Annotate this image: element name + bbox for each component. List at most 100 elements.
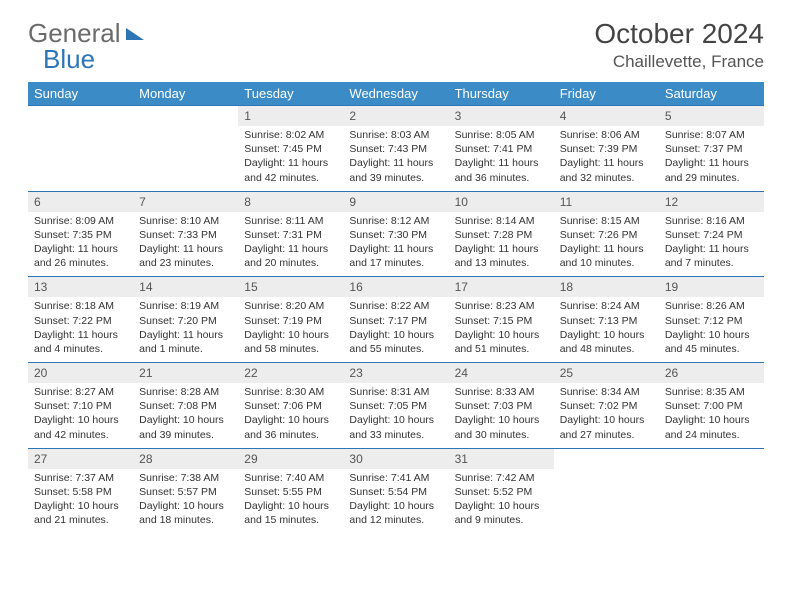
location-label: Chaillevette, France xyxy=(594,52,764,72)
daylight-text: Daylight: 11 hours and 39 minutes. xyxy=(349,156,442,184)
day-content-cell: Sunrise: 8:18 AMSunset: 7:22 PMDaylight:… xyxy=(28,297,133,362)
content-row: Sunrise: 7:37 AMSunset: 5:58 PM Daylight:… xyxy=(28,469,764,534)
day-content-cell xyxy=(133,126,238,191)
daylight-text: Daylight: 11 hours and 20 minutes. xyxy=(244,242,337,270)
daylight-text: Daylight: 10 hours and 55 minutes. xyxy=(349,328,442,356)
daylight-text: Daylight: 11 hours and 13 minutes. xyxy=(455,242,548,270)
sunrise-text: Sunrise: 8:14 AM xyxy=(455,214,548,228)
daylight-text: Daylight: 11 hours and 26 minutes. xyxy=(34,242,127,270)
daynum-row: 13141516171819 xyxy=(28,277,764,298)
content-row: Sunrise: 8:09 AMSunset: 7:35 PMDaylight:… xyxy=(28,212,764,277)
weekday-header: Thursday xyxy=(449,82,554,106)
day-number-cell: 9 xyxy=(343,191,448,212)
daylight-text: Daylight: 10 hours and 51 minutes. xyxy=(455,328,548,356)
sunset-text: Sunset: 7:02 PM xyxy=(560,399,653,413)
sunrise-text: Sunrise: 8:20 AM xyxy=(244,299,337,313)
sunset-text: Sunset: 7:19 PM xyxy=(244,314,337,328)
day-number-cell: 7 xyxy=(133,191,238,212)
sunset-text: Sunset: 7:06 PM xyxy=(244,399,337,413)
weekday-header: Tuesday xyxy=(238,82,343,106)
daynum-row: 12345 xyxy=(28,106,764,127)
daynum-row: 2728293031 xyxy=(28,448,764,469)
day-content-cell: Sunrise: 8:28 AMSunset: 7:08 PMDaylight:… xyxy=(133,383,238,448)
sunset-text: Sunset: 7:45 PM xyxy=(244,142,337,156)
day-content-cell xyxy=(28,126,133,191)
calendar-table: Sunday Monday Tuesday Wednesday Thursday… xyxy=(28,82,764,533)
day-number-cell xyxy=(28,106,133,127)
day-number-cell: 29 xyxy=(238,448,343,469)
sunset-text: Sunset: 5:54 PM xyxy=(349,485,442,499)
day-content-cell: Sunrise: 7:37 AMSunset: 5:58 PMDaylight:… xyxy=(28,469,133,534)
sunset-text: Sunset: 7:03 PM xyxy=(455,399,548,413)
day-content-cell: Sunrise: 8:22 AMSunset: 7:17 PMDaylight:… xyxy=(343,297,448,362)
daynum-row: 20212223242526 xyxy=(28,363,764,384)
day-number-cell: 11 xyxy=(554,191,659,212)
day-number-cell: 26 xyxy=(659,363,764,384)
day-content-cell xyxy=(554,469,659,534)
day-content-cell: Sunrise: 8:12 AMSunset: 7:30 PMDaylight:… xyxy=(343,212,448,277)
daylight-text: Daylight: 11 hours and 1 minute. xyxy=(139,328,232,356)
sunrise-text: Sunrise: 8:09 AM xyxy=(34,214,127,228)
brand-part2: Blue xyxy=(43,44,95,74)
day-number-cell: 15 xyxy=(238,277,343,298)
day-number-cell: 21 xyxy=(133,363,238,384)
daylight-text: Daylight: 10 hours and 58 minutes. xyxy=(244,328,337,356)
sunrise-text: Sunrise: 7:40 AM xyxy=(244,471,337,485)
daylight-text: Daylight: 10 hours and 12 minutes. xyxy=(349,499,442,527)
sunset-text: Sunset: 5:58 PM xyxy=(34,485,127,499)
content-row: Sunrise: 8:02 AMSunset: 7:45 PMDaylight:… xyxy=(28,126,764,191)
daylight-text: Daylight: 11 hours and 29 minutes. xyxy=(665,156,758,184)
daylight-text: Daylight: 10 hours and 15 minutes. xyxy=(244,499,337,527)
day-content-cell: Sunrise: 8:06 AMSunset: 7:39 PMDaylight:… xyxy=(554,126,659,191)
sunrise-text: Sunrise: 7:41 AM xyxy=(349,471,442,485)
day-content-cell: Sunrise: 8:26 AMSunset: 7:12 PMDaylight:… xyxy=(659,297,764,362)
day-content-cell: Sunrise: 8:24 AMSunset: 7:13 PMDaylight:… xyxy=(554,297,659,362)
sunset-text: Sunset: 7:17 PM xyxy=(349,314,442,328)
day-content-cell: Sunrise: 8:09 AMSunset: 7:35 PMDaylight:… xyxy=(28,212,133,277)
sunrise-text: Sunrise: 7:42 AM xyxy=(455,471,548,485)
sunset-text: Sunset: 7:20 PM xyxy=(139,314,232,328)
daylight-text: Daylight: 11 hours and 7 minutes. xyxy=(665,242,758,270)
daylight-text: Daylight: 10 hours and 18 minutes. xyxy=(139,499,232,527)
weekday-header: Saturday xyxy=(659,82,764,106)
day-number-cell: 12 xyxy=(659,191,764,212)
day-number-cell: 28 xyxy=(133,448,238,469)
sunrise-text: Sunrise: 8:28 AM xyxy=(139,385,232,399)
sunset-text: Sunset: 7:08 PM xyxy=(139,399,232,413)
day-content-cell: Sunrise: 7:41 AMSunset: 5:54 PMDaylight:… xyxy=(343,469,448,534)
sunset-text: Sunset: 7:41 PM xyxy=(455,142,548,156)
daylight-text: Daylight: 11 hours and 4 minutes. xyxy=(34,328,127,356)
daylight-text: Daylight: 11 hours and 42 minutes. xyxy=(244,156,337,184)
day-number-cell: 17 xyxy=(449,277,554,298)
day-number-cell: 16 xyxy=(343,277,448,298)
day-content-cell: Sunrise: 8:07 AMSunset: 7:37 PMDaylight:… xyxy=(659,126,764,191)
header: General October 2024 Chaillevette, Franc… xyxy=(28,18,764,72)
day-number-cell: 13 xyxy=(28,277,133,298)
day-number-cell: 10 xyxy=(449,191,554,212)
day-number-cell: 19 xyxy=(659,277,764,298)
sunrise-text: Sunrise: 7:37 AM xyxy=(34,471,127,485)
daylight-text: Daylight: 11 hours and 10 minutes. xyxy=(560,242,653,270)
day-content-cell: Sunrise: 8:02 AMSunset: 7:45 PMDaylight:… xyxy=(238,126,343,191)
sunrise-text: Sunrise: 8:11 AM xyxy=(244,214,337,228)
sunset-text: Sunset: 7:30 PM xyxy=(349,228,442,242)
sunrise-text: Sunrise: 8:10 AM xyxy=(139,214,232,228)
sunrise-text: Sunrise: 8:02 AM xyxy=(244,128,337,142)
sunrise-text: Sunrise: 8:16 AM xyxy=(665,214,758,228)
weekday-header: Friday xyxy=(554,82,659,106)
day-content-cell: Sunrise: 8:23 AMSunset: 7:15 PMDaylight:… xyxy=(449,297,554,362)
day-number-cell: 30 xyxy=(343,448,448,469)
day-number-cell: 3 xyxy=(449,106,554,127)
sunrise-text: Sunrise: 8:12 AM xyxy=(349,214,442,228)
sunrise-text: Sunrise: 8:27 AM xyxy=(34,385,127,399)
sunset-text: Sunset: 7:37 PM xyxy=(665,142,758,156)
day-number-cell: 14 xyxy=(133,277,238,298)
day-number-cell: 18 xyxy=(554,277,659,298)
sunrise-text: Sunrise: 8:35 AM xyxy=(665,385,758,399)
sunset-text: Sunset: 7:12 PM xyxy=(665,314,758,328)
sunrise-text: Sunrise: 8:18 AM xyxy=(34,299,127,313)
weekday-header: Monday xyxy=(133,82,238,106)
daylight-text: Daylight: 10 hours and 27 minutes. xyxy=(560,413,653,441)
day-content-cell: Sunrise: 8:16 AMSunset: 7:24 PMDaylight:… xyxy=(659,212,764,277)
day-content-cell: Sunrise: 8:27 AMSunset: 7:10 PMDaylight:… xyxy=(28,383,133,448)
